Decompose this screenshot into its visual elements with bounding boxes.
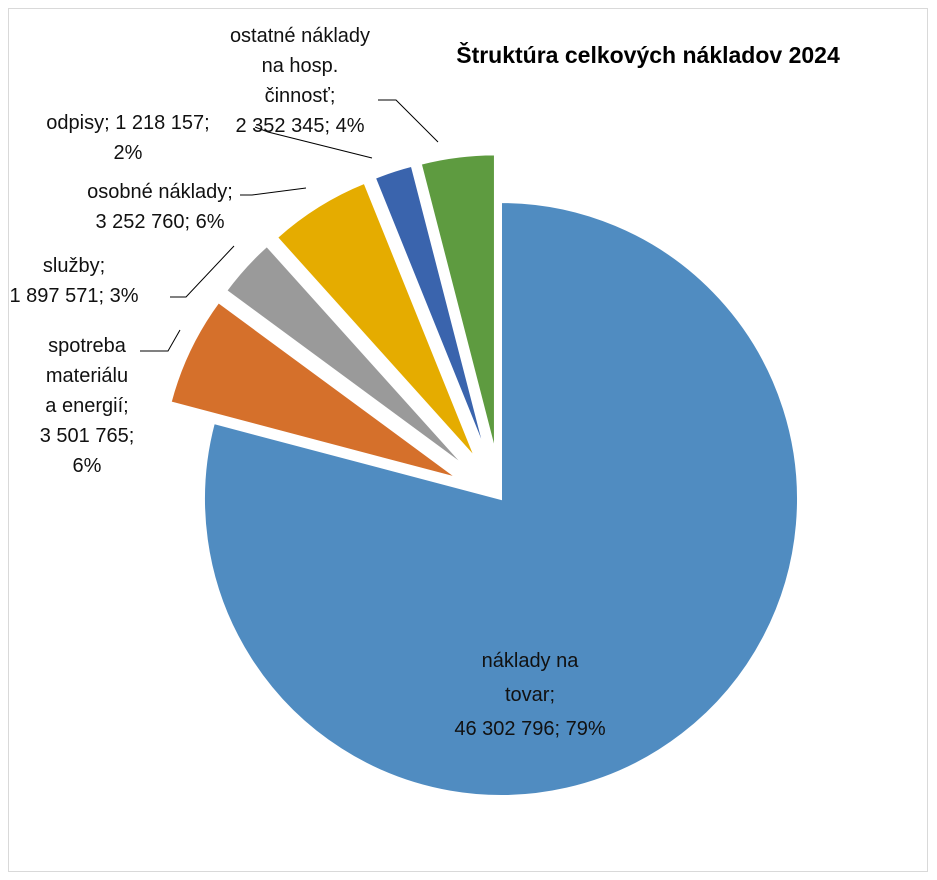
chart-title: Štruktúra celkových nákladov 2024 — [456, 41, 840, 68]
data-label-line: na hosp. — [262, 55, 339, 77]
data-label-4: osobné náklady; 3 252 760; 6% — [87, 181, 233, 233]
data-label-line: osobné náklady; — [87, 181, 233, 203]
data-labels: náklady na tovar; 46 302 796; 79% spotreba m… — [10, 25, 606, 740]
data-label-line: 6% — [73, 455, 102, 477]
pie-slice-6 — [419, 153, 496, 452]
pie-slice-1 — [203, 200, 799, 797]
leader-line-4 — [240, 187, 307, 196]
leader-line-2 — [140, 329, 181, 352]
data-label-line: 46 302 796; 79% — [454, 718, 605, 740]
data-label-line: ostatné náklady — [230, 25, 370, 47]
data-label-line: náklady na — [482, 650, 580, 672]
data-label-6: ostatné náklady na hosp. činnosť; 2 352 345… — [230, 25, 370, 137]
pie-slice-5 — [373, 164, 487, 454]
data-label-5: odpisy; 1 218 157; 2% — [46, 112, 209, 164]
leader-line-5 — [254, 126, 373, 159]
pie-slices — [169, 153, 799, 797]
data-label-3: služby; 1 897 571; 3% — [10, 255, 139, 307]
pie-slice-4 — [275, 181, 477, 459]
leader-lines — [140, 99, 439, 352]
data-label-line: tovar; — [505, 684, 555, 706]
data-label-line: 3 501 765; — [40, 425, 135, 447]
data-label-line: 2 352 345; 4% — [236, 115, 365, 137]
data-label-line: odpisy; 1 218 157; — [46, 112, 209, 134]
pie-slice-2 — [169, 300, 459, 480]
pie-slice-3 — [224, 244, 467, 468]
data-label-line: spotreba — [48, 335, 127, 357]
leader-line-6 — [378, 99, 439, 143]
data-label-1: náklady na tovar; 46 302 796; 79% — [454, 650, 605, 740]
data-label-line: služby; — [43, 255, 105, 277]
data-label-line: a energií; — [45, 395, 128, 417]
data-label-line: materiálu — [46, 365, 128, 387]
data-label-line: činnosť; — [265, 85, 336, 107]
data-label-line: 1 897 571; 3% — [10, 285, 139, 307]
leader-line-3 — [170, 245, 235, 298]
data-label-line: 2% — [114, 142, 143, 164]
data-label-line: 3 252 760; 6% — [96, 211, 225, 233]
data-label-2: spotreba materiálu a energií; 3 501 765; 6% — [40, 335, 135, 477]
